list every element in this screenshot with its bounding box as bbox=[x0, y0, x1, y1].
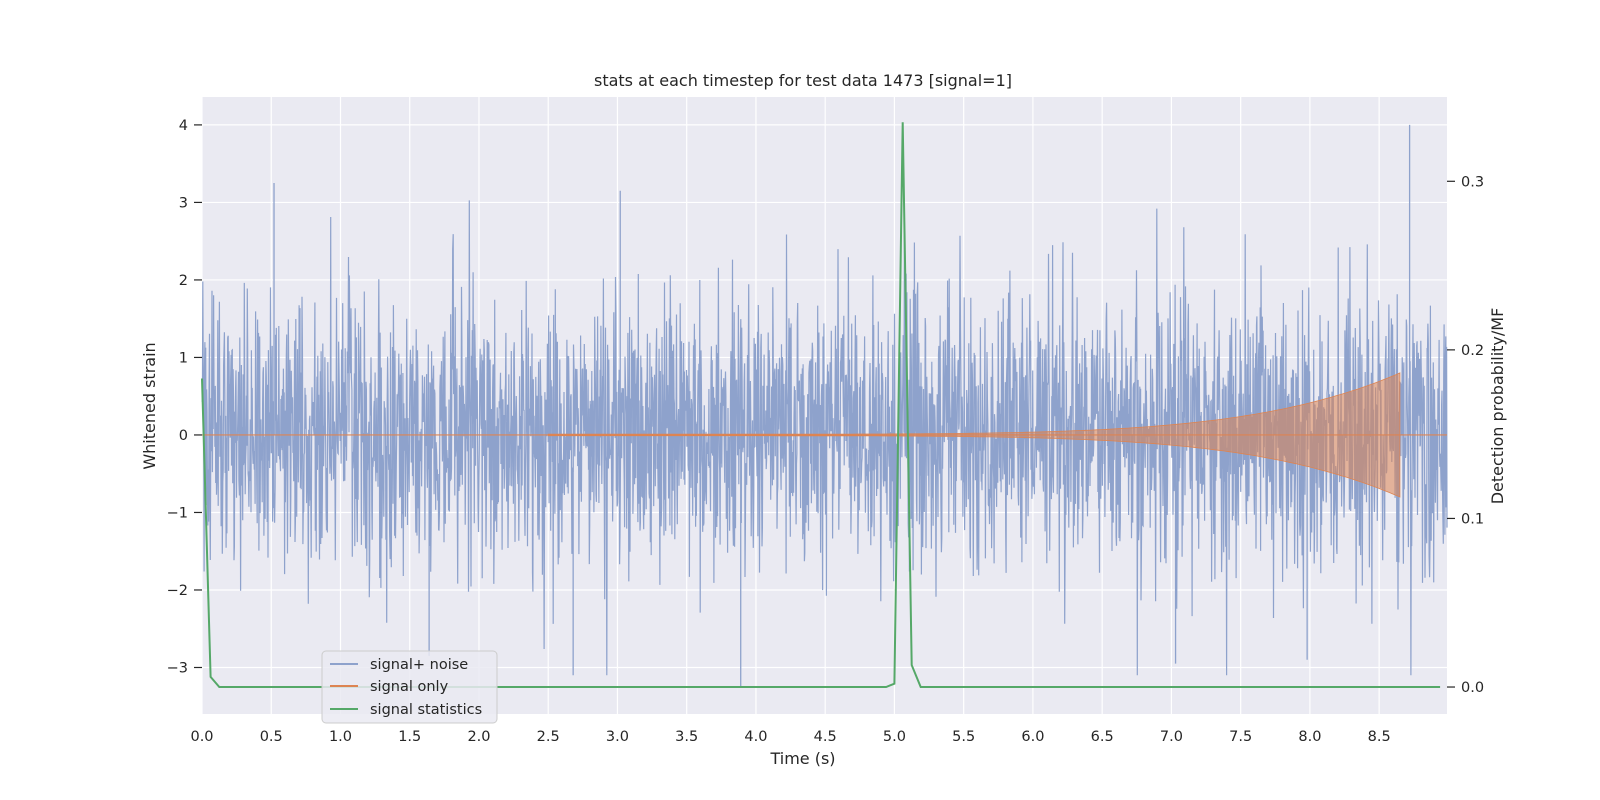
signal-only-chirp bbox=[547, 372, 1401, 498]
y-tick-label: 2 bbox=[179, 273, 188, 289]
signal-statistics-line bbox=[201, 122, 1441, 688]
y-axis-title: Whitened strain bbox=[140, 342, 159, 469]
x-tick-label: 0.0 bbox=[190, 729, 213, 745]
y-tick-label: 4 bbox=[179, 118, 188, 134]
legend: signal+ noise signal only signal statist… bbox=[321, 650, 498, 724]
x-tick-label: 0.5 bbox=[260, 729, 283, 745]
y2-tick-label: 0.2 bbox=[1461, 343, 1484, 359]
legend-label-signal-noise: signal+ noise bbox=[370, 657, 468, 673]
x-tick-label: 6.5 bbox=[1091, 729, 1114, 745]
signal-noise-line bbox=[201, 200, 1448, 676]
x-tick-label: 1.5 bbox=[398, 729, 421, 745]
x-tick-label: 8.0 bbox=[1298, 729, 1321, 745]
x-tick-label: 7.5 bbox=[1229, 729, 1252, 745]
x-tick-label: 3.5 bbox=[675, 729, 698, 745]
y-tick-label: 0 bbox=[179, 428, 188, 444]
y-tick-label: 3 bbox=[179, 195, 188, 211]
x-tick-label: 3.0 bbox=[606, 729, 629, 745]
x-tick-label: 6.0 bbox=[1021, 729, 1044, 745]
chart-title: stats at each timestep for test data 147… bbox=[594, 71, 1012, 90]
y2-tick-label: 0.3 bbox=[1461, 174, 1484, 190]
x-tick-label: 4.0 bbox=[744, 729, 767, 745]
x-tick-label: 2.5 bbox=[537, 729, 560, 745]
y2-tick-label: 0.0 bbox=[1461, 680, 1484, 696]
y2-axis-ticks: 0.0 0.1 0.2 0.3 bbox=[1447, 174, 1484, 696]
y-tick-label: 1 bbox=[179, 350, 188, 366]
x-axis-title: Time (s) bbox=[769, 749, 835, 768]
signal-only-series bbox=[202, 372, 1447, 498]
signal-statistics-series bbox=[201, 122, 1441, 688]
y-tick-label: −2 bbox=[167, 583, 188, 599]
y2-axis-title: Detection probability/MF bbox=[1488, 308, 1507, 505]
legend-label-signal-only: signal only bbox=[370, 679, 449, 695]
signal-noise-series bbox=[201, 124, 1448, 687]
y-axis-ticks: −3 −2 −1 0 1 2 3 4 bbox=[167, 118, 202, 676]
x-tick-label: 2.0 bbox=[467, 729, 490, 745]
x-tick-label: 5.5 bbox=[952, 729, 975, 745]
x-tick-label: 5.0 bbox=[883, 729, 906, 745]
x-tick-label: 8.5 bbox=[1368, 729, 1391, 745]
x-tick-label: 4.5 bbox=[814, 729, 837, 745]
legend-box bbox=[321, 650, 498, 724]
y-tick-label: −3 bbox=[167, 660, 188, 676]
legend-label-signal-statistics: signal statistics bbox=[370, 702, 482, 718]
x-tick-label: 1.0 bbox=[329, 729, 352, 745]
y2-tick-label: 0.1 bbox=[1461, 511, 1484, 527]
x-tick-label: 7.0 bbox=[1160, 729, 1183, 745]
x-axis-ticks: 0.0 0.5 1.0 1.5 2.0 2.5 3.0 3.5 4.0 4.5 5.0 5.5 6.0 6… bbox=[190, 729, 1390, 745]
y-tick-label: −1 bbox=[167, 505, 188, 521]
